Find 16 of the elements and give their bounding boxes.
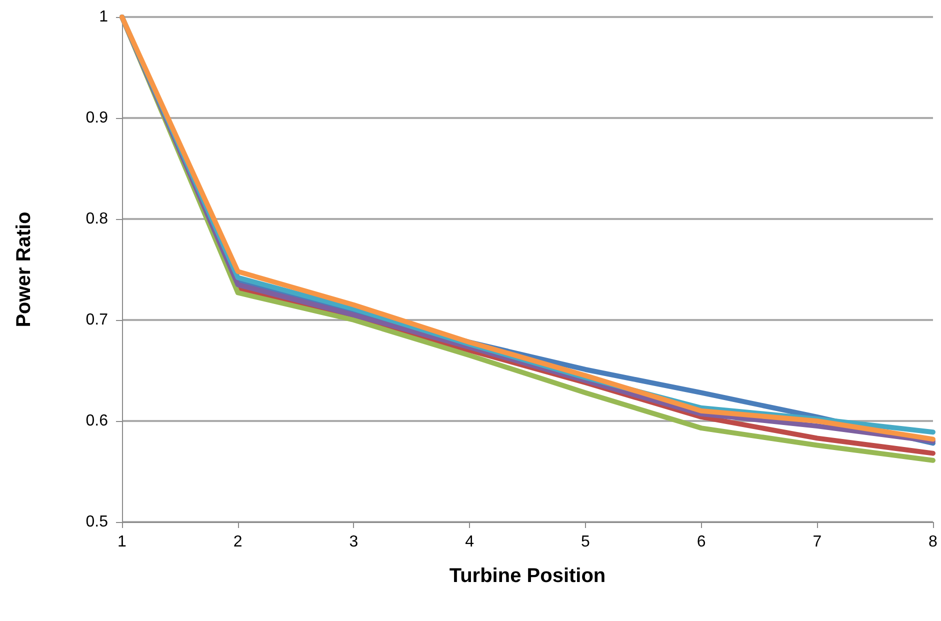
y-tick-label: 1 — [99, 8, 108, 26]
x-axis-title: Turbine Position — [449, 565, 606, 587]
x-tick-label: 5 — [580, 534, 590, 550]
x-tick-label: 6 — [696, 534, 706, 550]
x-tick-label: 8 — [928, 534, 938, 550]
x-tick-label: 7 — [812, 534, 822, 550]
y-tick-label: 0.9 — [86, 110, 108, 126]
y-tick-label: 0.8 — [86, 210, 108, 228]
x-tick-label: 1 — [118, 534, 127, 550]
y-tick-label: 0.7 — [86, 312, 108, 328]
x-tick-label: 3 — [349, 534, 358, 550]
x-tick-label: 4 — [465, 534, 474, 550]
y-tick-label: 0.6 — [86, 412, 108, 430]
y-tick-label: 0.5 — [86, 514, 108, 530]
x-tick-label: 2 — [233, 534, 242, 550]
y-axis-title: Power Ratio — [13, 212, 35, 328]
